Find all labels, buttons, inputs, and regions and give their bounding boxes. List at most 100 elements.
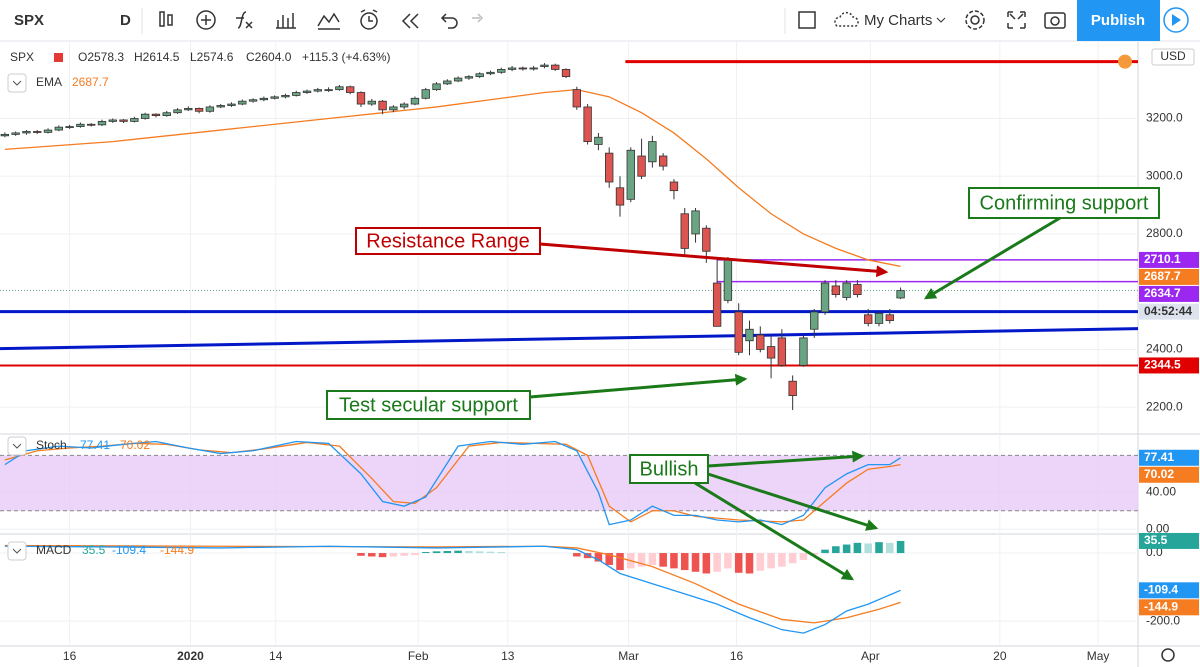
candle-body: [551, 64, 560, 70]
candle-body: [777, 337, 787, 366]
candle-body: [238, 100, 247, 105]
ema-line: [4, 88, 901, 268]
candle-body: [248, 99, 258, 102]
axis-label-box: [1139, 357, 1199, 374]
toolbar-bg: [0, 0, 1200, 41]
candle-body: [270, 96, 279, 99]
candle-body: [518, 67, 528, 70]
interval[interactable]: D: [120, 12, 131, 29]
candle-body: [637, 155, 646, 177]
candle-body: [43, 129, 53, 133]
axis-label: 2687.7: [1144, 269, 1181, 283]
candle-body: [130, 118, 139, 122]
candle-body: [756, 334, 765, 350]
candle-body: [33, 131, 42, 133]
price-scale-bg: [1138, 42, 1200, 667]
x-tick-label: 16: [730, 649, 744, 663]
candle-body: [151, 113, 161, 117]
stoch-band: [0, 455, 1138, 511]
legend-name: Stoch: [36, 438, 67, 452]
candle-body: [87, 123, 96, 126]
axis-label-box: [1139, 268, 1199, 285]
candle-body: [820, 282, 830, 313]
candle-body: [723, 259, 733, 301]
candle-body: [0, 133, 10, 137]
candle-body: [421, 89, 430, 99]
candle-body: [680, 213, 689, 249]
candle-body: [885, 314, 894, 321]
annotation-arrow: [539, 242, 889, 278]
candle-body: [410, 97, 420, 105]
axis-label: 2710.1: [1144, 252, 1181, 266]
macd-hist: [443, 551, 452, 554]
symbol[interactable]: SPX: [14, 12, 44, 29]
x-tick-label: Apr: [861, 649, 880, 663]
currency-box: [1151, 48, 1195, 66]
macd-hist: [745, 553, 754, 574]
legend-flag: [54, 53, 63, 62]
macd-hist: [875, 542, 883, 554]
legend-caret: [12, 443, 22, 449]
macd-hist: [810, 553, 819, 555]
annotation-arrow: [707, 472, 879, 531]
y-tick-label: 2800.0: [1146, 226, 1183, 240]
legend-value: -144.9: [160, 543, 194, 557]
macd-hist: [583, 553, 592, 559]
legend-value: 77.41: [80, 438, 110, 452]
candle-body: [356, 92, 366, 105]
y-tick-label: 3200.0: [1146, 111, 1183, 125]
annotation-arrow: [923, 216, 1061, 300]
candle-body: [648, 141, 657, 163]
annotation-box: [629, 454, 709, 484]
candle-body: [205, 106, 215, 112]
ohlc-value: L2574.6: [190, 50, 234, 64]
axis-label-box: [1139, 285, 1199, 302]
macd-hist: [637, 553, 646, 567]
macd-signal: [4, 544, 901, 624]
publish-label[interactable]: Publish: [1091, 12, 1145, 29]
y-tick-label: 40.00: [1146, 484, 1176, 498]
candle-body: [464, 76, 474, 79]
macd-hist: [659, 553, 667, 567]
legend-value: -109.4: [112, 543, 146, 557]
y-tick-label: 2400.0: [1146, 342, 1183, 356]
macd-hist: [799, 553, 808, 560]
candle-body: [572, 89, 582, 108]
candle-body: [594, 136, 603, 145]
candle-body: [119, 119, 128, 122]
candle-body: [658, 155, 668, 167]
annotation-box: [968, 187, 1160, 219]
macd-hist: [357, 553, 365, 556]
replay-button[interactable]: [1163, 7, 1189, 33]
macd-hist: [421, 552, 430, 554]
y-tick-label: 0.00: [1146, 521, 1170, 535]
tool-icons[interactable]: [159, 9, 1066, 30]
legend-value: 35.5: [82, 543, 106, 557]
candle-body: [507, 67, 517, 70]
candle-body: [864, 314, 873, 324]
currency: USD: [1160, 49, 1186, 63]
macd-hist: [605, 553, 613, 565]
macd-hist: [475, 551, 484, 554]
my-charts[interactable]: My Charts: [864, 12, 932, 29]
candle-body: [162, 112, 171, 117]
macd-hist: [702, 553, 711, 574]
candle-body: [346, 86, 355, 93]
candle-body: [97, 120, 107, 126]
axis-label: 2344.5: [1144, 358, 1181, 372]
legend-toggle: [7, 436, 27, 456]
macd-hist: [573, 553, 581, 557]
axis-label: 77.41: [1144, 450, 1174, 464]
axis-label-box: [1139, 251, 1199, 268]
macd-hist: [670, 553, 678, 569]
macd-hist: [691, 553, 700, 572]
candle-body: [486, 71, 495, 75]
publish-button[interactable]: [1077, 0, 1160, 41]
settings-icon: [1161, 648, 1175, 662]
candle-body: [497, 69, 506, 73]
candle-body: [324, 89, 333, 92]
macd-hist: [832, 546, 840, 554]
axis-label-box: [1139, 599, 1199, 616]
candle-body: [734, 311, 743, 353]
candle-body: [529, 67, 538, 70]
